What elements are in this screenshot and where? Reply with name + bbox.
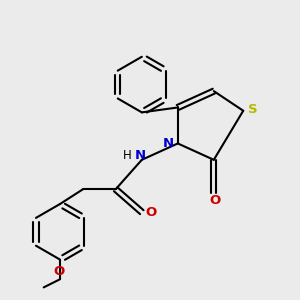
Text: N: N [135, 149, 146, 162]
Text: O: O [210, 194, 221, 207]
Text: H: H [123, 149, 131, 162]
Text: O: O [53, 265, 65, 278]
Text: O: O [146, 206, 157, 219]
Text: S: S [248, 103, 257, 116]
Text: N: N [163, 137, 174, 150]
